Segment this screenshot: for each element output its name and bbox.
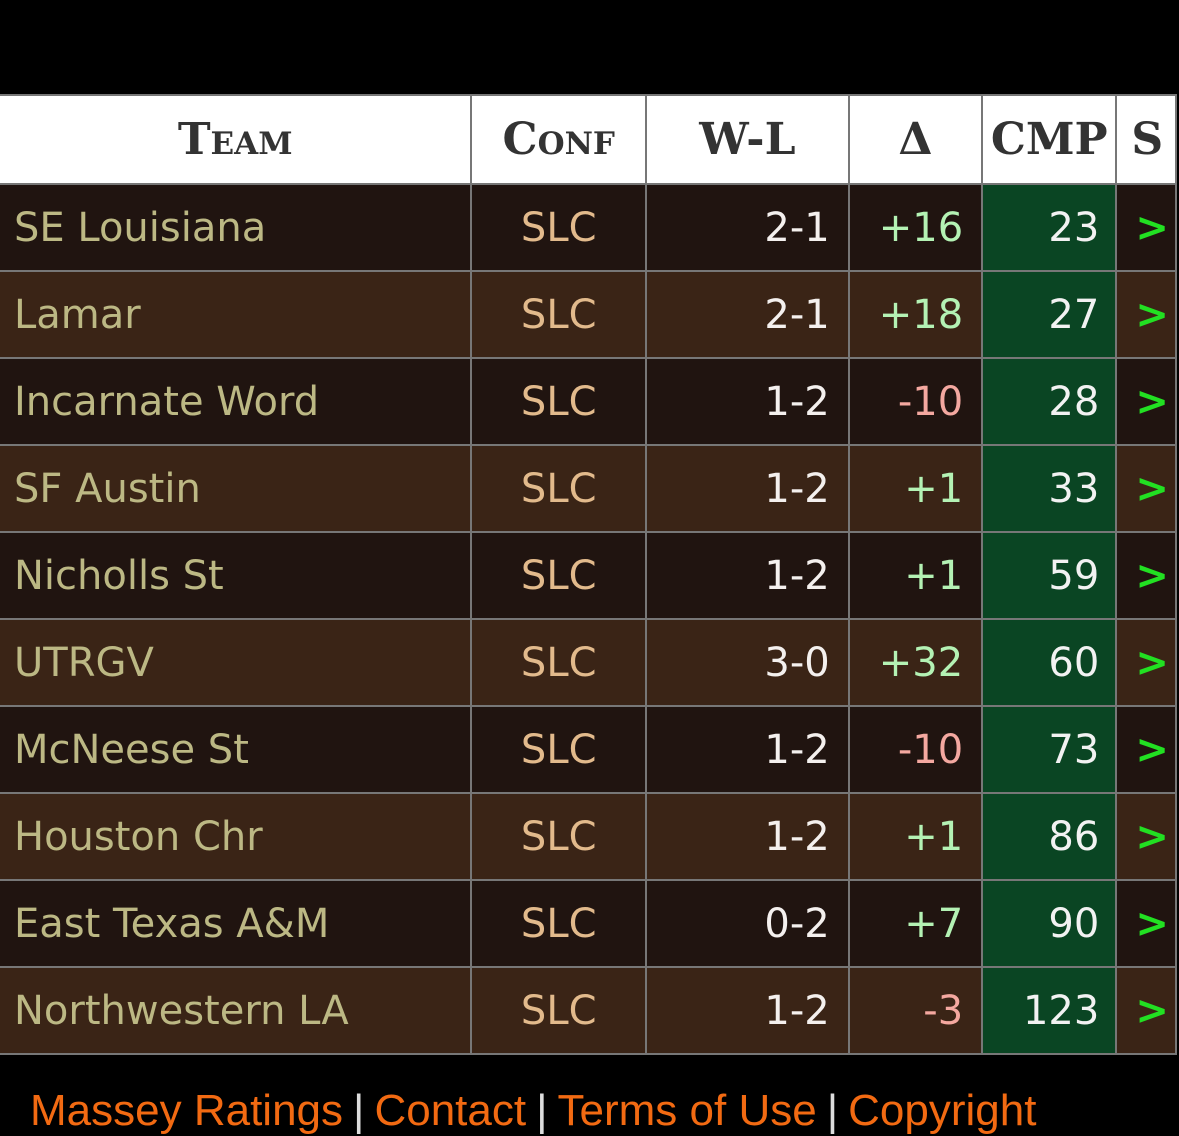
conf-cell: SLC [470,183,648,272]
arrow-link[interactable]: > [1115,183,1177,272]
delta-cell: +1 [847,444,984,533]
team-cell[interactable]: East Texas A&M [0,879,473,968]
table-row: Lamar SLC 2-1 +18 27 > [0,270,1177,359]
cmp-cell: 86 [981,792,1118,881]
copyright-link[interactable]: Copyright [848,1086,1037,1135]
contact-link[interactable]: Contact [374,1086,527,1135]
wl-cell: 1-2 [645,705,850,794]
team-cell[interactable]: SE Louisiana [0,183,473,272]
delta-cell: -10 [847,705,984,794]
team-cell[interactable]: McNeese St [0,705,473,794]
conf-cell: SLC [470,618,648,707]
delta-cell: +1 [847,792,984,881]
wl-cell: 1-2 [645,531,850,620]
cmp-cell: 27 [981,270,1118,359]
conf-cell: SLC [470,444,648,533]
arrow-link[interactable]: > [1115,444,1177,533]
cmp-cell: 90 [981,879,1118,968]
header-conf[interactable]: Conf [470,94,648,185]
conf-cell: SLC [470,357,648,446]
wl-cell: 1-2 [645,444,850,533]
wl-cell: 0-2 [645,879,850,968]
separator: | [826,1086,839,1135]
separator: | [353,1086,365,1135]
arrow-link[interactable]: > [1115,531,1177,620]
cmp-cell: 59 [981,531,1118,620]
cmp-cell: 33 [981,444,1118,533]
team-cell[interactable]: Nicholls St [0,531,473,620]
separator: | [536,1086,548,1135]
arrow-link[interactable]: > [1115,705,1177,794]
wl-cell: 1-2 [645,357,850,446]
team-cell[interactable]: Incarnate Word [0,357,473,446]
arrow-link[interactable]: > [1115,966,1177,1055]
header-wl[interactable]: W-L [645,94,850,185]
team-cell[interactable]: Northwestern LA [0,966,473,1055]
delta-cell: +16 [847,183,984,272]
team-cell[interactable]: UTRGV [0,618,473,707]
arrow-link[interactable]: > [1115,357,1177,446]
header-delta[interactable]: Δ [847,94,984,185]
cmp-cell: 23 [981,183,1118,272]
conf-cell: SLC [470,270,648,359]
table-row: Incarnate Word SLC 1-2 -10 28 > [0,357,1177,446]
cmp-cell: 28 [981,357,1118,446]
table-row: East Texas A&M SLC 0-2 +7 90 > [0,879,1177,968]
table-row: McNeese St SLC 1-2 -10 73 > [0,705,1177,794]
header-row: Team Conf W-L Δ CMP S [0,94,1177,185]
header-next[interactable]: S [1115,94,1177,185]
cmp-cell: 73 [981,705,1118,794]
conf-cell: SLC [470,792,648,881]
conf-cell: SLC [470,705,648,794]
table-row: SF Austin SLC 1-2 +1 33 > [0,444,1177,533]
team-cell[interactable]: Houston Chr [0,792,473,881]
team-cell[interactable]: Lamar [0,270,473,359]
delta-cell: +18 [847,270,984,359]
table-row: Northwestern LA SLC 1-2 -3 123 > [0,966,1177,1055]
team-cell[interactable]: SF Austin [0,444,473,533]
arrow-link[interactable]: > [1115,792,1177,881]
header-cmp[interactable]: CMP [981,94,1118,185]
cmp-cell: 60 [981,618,1118,707]
delta-cell: +7 [847,879,984,968]
delta-cell: -10 [847,357,984,446]
arrow-link[interactable]: > [1115,879,1177,968]
header-team[interactable]: Team [0,94,473,185]
delta-cell: +32 [847,618,984,707]
wl-cell: 1-2 [645,966,850,1055]
conf-cell: SLC [470,531,648,620]
wl-cell: 1-2 [645,792,850,881]
arrow-link[interactable]: > [1115,618,1177,707]
terms-link[interactable]: Terms of Use [557,1086,817,1135]
conf-cell: SLC [470,966,648,1055]
wl-cell: 3-0 [645,618,850,707]
table-row: SE Louisiana SLC 2-1 +16 23 > [0,183,1177,272]
massey-ratings-link[interactable]: Massey Ratings [30,1086,344,1135]
delta-cell: +1 [847,531,984,620]
wl-cell: 2-1 [645,183,850,272]
footer-links: Massey Ratings | Contact | Terms of Use | Copy… [30,1086,1036,1136]
conf-cell: SLC [470,879,648,968]
wl-cell: 2-1 [645,270,850,359]
arrow-link[interactable]: > [1115,270,1177,359]
cmp-cell: 123 [981,966,1118,1055]
ratings-table: Team Conf W-L Δ CMP S SE Louisiana SLC 2-1… [0,94,1177,1055]
table-row: Houston Chr SLC 1-2 +1 86 > [0,792,1177,881]
table-row: UTRGV SLC 3-0 +32 60 > [0,618,1177,707]
table-row: Nicholls St SLC 1-2 +1 59 > [0,531,1177,620]
delta-cell: -3 [847,966,984,1055]
